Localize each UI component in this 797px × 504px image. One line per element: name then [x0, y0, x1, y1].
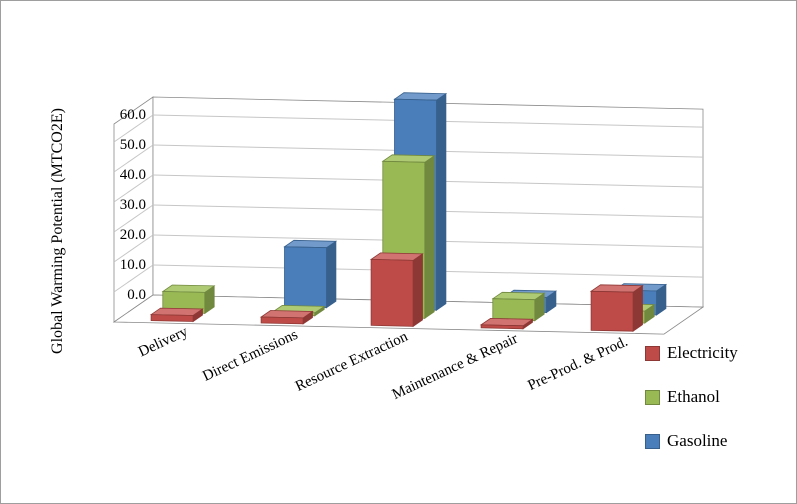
bar-Electricity-3 — [480, 324, 524, 330]
bar-Ethanol-3 — [492, 298, 536, 322]
legend-label-gasoline: Gasoline — [667, 431, 728, 450]
legend-label-electricity: Electricity — [667, 343, 738, 362]
gridline-side-40 — [113, 174, 154, 203]
bar-side-Gasoline-1 — [326, 240, 337, 309]
legend-item-ethanol: Ethanol — [645, 387, 738, 407]
legend-item-gasoline: Gasoline — [645, 431, 738, 451]
gridline-side-30 — [113, 204, 154, 233]
gridline-side-50 — [113, 144, 154, 173]
y-tick-label-10: 10.0 — [119, 257, 146, 273]
y-tick-label-60: 60.0 — [119, 107, 146, 123]
y-tick-label-0: 0.0 — [127, 287, 146, 303]
bar-side-Electricity-2 — [412, 253, 423, 328]
legend-label-ethanol: Ethanol — [667, 387, 720, 406]
gridline-side-20 — [113, 234, 154, 263]
legend-swatch-gasoline — [645, 433, 660, 449]
legend: Electricity Ethanol Gasoline — [645, 343, 738, 475]
bar-Electricity-0 — [150, 314, 194, 322]
y-tick-label-40: 40.0 — [119, 167, 146, 183]
bar-side-Gasoline-2 — [436, 92, 447, 311]
bar-side-Electricity-4 — [632, 284, 643, 332]
gridline-side-10 — [113, 264, 154, 293]
gridline-side-60 — [113, 114, 154, 143]
y-tick-label-50: 50.0 — [119, 137, 146, 153]
legend-item-electricity: Electricity — [645, 343, 738, 363]
bar-Electricity-2 — [370, 258, 414, 327]
y-tick-label-20: 20.0 — [119, 227, 146, 243]
legend-swatch-ethanol — [645, 389, 660, 405]
bar-Electricity-1 — [260, 316, 304, 325]
bar-Electricity-4 — [590, 290, 634, 332]
bar-side-Ethanol-2 — [424, 155, 435, 320]
legend-swatch-electricity — [645, 345, 660, 361]
y-tick-label-30: 30.0 — [119, 197, 146, 213]
bar-Gasoline-1 — [284, 246, 327, 309]
